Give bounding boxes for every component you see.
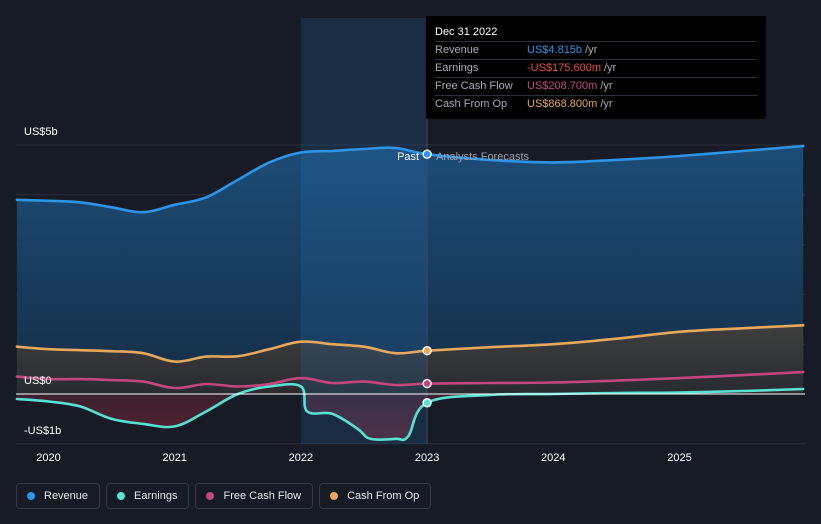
x-tick-label: 2024: [541, 452, 565, 464]
tooltip-value-earnings: -US$175.600m: [527, 62, 601, 74]
x-tick-label: 2022: [289, 452, 313, 464]
revenue-line: [15, 144, 805, 214]
free-cash-flow-dot-icon: [206, 492, 215, 500]
tooltip-unit: /yr: [600, 98, 613, 110]
y-axis-labels: US$5b US$0 -US$1b: [24, 126, 61, 437]
legend-label: Revenue: [44, 490, 89, 502]
earnings-dot-icon: [117, 492, 126, 500]
tooltip-value-free-cash-flow: US$208.700m: [527, 80, 598, 92]
legend-label: Free Cash Flow: [223, 490, 302, 502]
x-tick-label: 2021: [162, 452, 186, 464]
tooltip-unit: /yr: [600, 80, 613, 92]
tooltip-date: Dec 31 2022: [435, 26, 498, 38]
revenue-area: [16, 146, 804, 394]
cash-from-op-line: [15, 324, 805, 363]
tooltip-row-revenue: Revenue US$4.815b /yr: [435, 41, 757, 59]
tooltip-label: Earnings: [435, 62, 479, 74]
legend-item-free-cash-flow[interactable]: Free Cash Flow: [195, 483, 314, 509]
x-tick-label: 2025: [667, 452, 691, 464]
tooltip-label: Revenue: [435, 44, 480, 56]
legend-item-cash-from-op[interactable]: Cash From Op: [319, 483, 432, 509]
tooltip-value-revenue: US$4.815b: [527, 44, 583, 56]
legend-item-revenue[interactable]: Revenue: [16, 483, 101, 509]
tooltip-row-free-cash-flow: Free Cash Flow US$208.700m /yr: [435, 77, 757, 95]
earnings-marker: [422, 398, 432, 408]
legend-label: Cash From Op: [347, 490, 420, 502]
x-tick-label: 2020: [36, 452, 60, 464]
revenue-marker: [422, 149, 432, 159]
legend-item-earnings[interactable]: Earnings: [106, 483, 190, 509]
tooltip-row-cash-from-op: Cash From Op US$868.800m /yr: [435, 95, 757, 113]
tooltip-value-cash-from-op: US$868.800m: [527, 98, 598, 110]
free-cash-flow-line: [15, 370, 805, 390]
tooltip-unit: /yr: [604, 62, 617, 74]
free-cash-flow-marker: [422, 378, 432, 389]
past-year-highlight: [300, 18, 428, 444]
y-tick-label: US$0: [24, 375, 52, 387]
forecast-label: Analysts Forecasts: [436, 151, 529, 163]
legend-label: Earnings: [134, 490, 178, 502]
tooltip-unit: /yr: [585, 44, 598, 56]
tooltip-label: Cash From Op: [435, 98, 508, 110]
revenue-dot-icon: [27, 492, 35, 500]
x-axis-labels: 2020 2021 2022 2023 2024 2025: [36, 452, 691, 464]
y-tick-label: -US$1b: [24, 425, 61, 437]
cash-from-op-area: [16, 325, 804, 394]
tooltip-row-earnings: Earnings -US$175.600m /yr: [435, 59, 757, 77]
cash-from-op-marker: [422, 346, 432, 356]
legend: Revenue Earnings Free Cash Flow Cash Fro…: [16, 483, 432, 511]
past-label: Past: [397, 151, 419, 163]
series-areas: [16, 146, 804, 440]
tooltip: Dec 31 2022 Revenue US$4.815b /yr Earnin…: [426, 16, 766, 119]
y-tick-label: US$5b: [24, 126, 58, 138]
x-tick-label: 2023: [415, 452, 439, 464]
tooltip-label: Free Cash Flow: [435, 80, 513, 92]
cash-from-op-dot-icon: [330, 492, 339, 500]
current-value-markers: [422, 149, 432, 408]
earnings-area: [16, 384, 804, 440]
